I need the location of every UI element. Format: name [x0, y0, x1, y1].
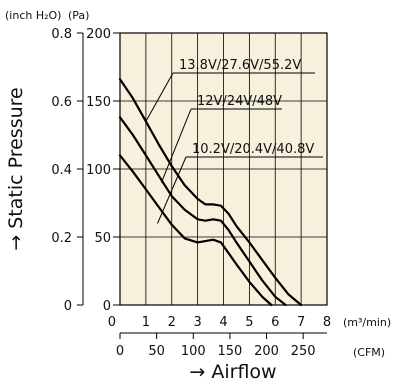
x-tick-label: 7 [297, 315, 305, 330]
y-secondary-tick-label: 0 [64, 299, 72, 314]
legend-label-0: 13.8V/27.6V/55.2V [179, 58, 301, 73]
y-secondary-tick-label: 0.4 [51, 163, 72, 178]
y-axis-title: → Static Pressure [5, 87, 27, 250]
x-secondary-tick-label: 150 [217, 344, 242, 359]
y-tick-label: 200 [86, 27, 111, 42]
x-tick-origin-label: 0 [108, 315, 116, 330]
y-secondary-tick-label: 0.8 [51, 27, 72, 42]
x-secondary-tick-label: 200 [254, 344, 279, 359]
y-secondary-tick-label: 0.6 [51, 95, 72, 110]
y-tick-label: 100 [86, 163, 111, 178]
x-tick-label: 4 [219, 315, 227, 330]
y-unit-secondary: (inch H₂O) [5, 9, 61, 22]
series-line-2 [118, 154, 273, 307]
x-unit-primary: (m³/min) [343, 316, 391, 329]
y-tick-label: 150 [86, 95, 111, 110]
y-secondary-tick-label: 0.2 [51, 231, 72, 246]
x-secondary-tick-label: 0 [116, 344, 124, 359]
x-tick-label: 1 [142, 315, 150, 330]
x-tick-label: 3 [193, 315, 201, 330]
x-tick-label: 6 [271, 315, 279, 330]
legend-leader-1 [160, 108, 192, 183]
series-group [118, 78, 303, 307]
y-unit-primary: (Pa) [68, 9, 89, 22]
x-secondary-tick-label: 50 [148, 344, 165, 359]
x-secondary-tick-label: 100 [181, 344, 206, 359]
legend-leader-2 [157, 156, 187, 224]
legend-label-1: 12V/24V/48V [197, 94, 282, 109]
series-line-0 [118, 78, 303, 307]
x-axis-title: → Airflow [189, 361, 276, 383]
y-tick-label: 50 [94, 231, 111, 246]
legend-group: 13.8V/27.6V/55.2V 12V/24V/48V 10.2V/20.4V/… [145, 58, 323, 224]
x-unit-secondary: (CFM) [353, 346, 385, 359]
series-line-1 [118, 116, 287, 307]
axes: (inch H₂O) (Pa) (m³/min) (CFM) → Airflow… [5, 9, 391, 383]
x-tick-label: 8 [323, 315, 331, 330]
y-tick-label: 0 [103, 299, 111, 314]
legend-leader-0 [145, 72, 174, 122]
legend-label-2: 10.2V/20.4V/40.8V [192, 142, 314, 157]
x-secondary-tick-label: 250 [291, 344, 316, 359]
x-tick-label: 2 [168, 315, 176, 330]
x-tick-label: 5 [245, 315, 253, 330]
